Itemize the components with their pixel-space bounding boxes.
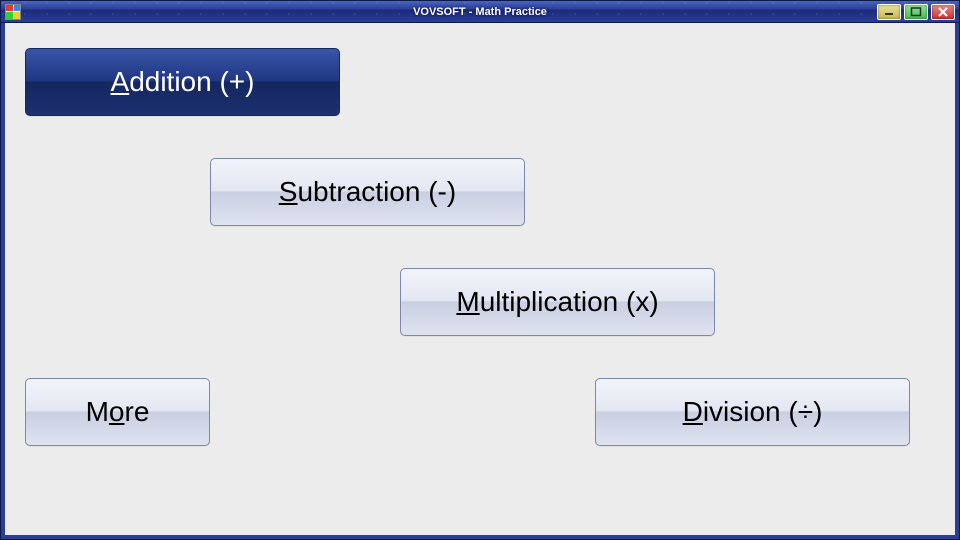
subtraction-button[interactable]: Subtraction (-)	[210, 158, 525, 226]
window-controls	[877, 4, 955, 20]
multiplication-button[interactable]: Multiplication (x)	[400, 268, 715, 336]
close-button[interactable]	[931, 4, 955, 20]
titlebar[interactable]: VOVSOFT - Math Practice	[1, 1, 959, 23]
window-title: VOVSOFT - Math Practice	[1, 6, 959, 18]
client-area: Addition (+) Subtraction (-) Multiplicat…	[1, 23, 959, 539]
division-button[interactable]: Division (÷)	[595, 378, 910, 446]
app-window: VOVSOFT - Math Practice Addition (+) Sub…	[0, 0, 960, 540]
addition-button[interactable]: Addition (+)	[25, 48, 340, 116]
more-button[interactable]: More	[25, 378, 210, 446]
minimize-button[interactable]	[877, 4, 901, 20]
maximize-button[interactable]	[904, 4, 928, 20]
